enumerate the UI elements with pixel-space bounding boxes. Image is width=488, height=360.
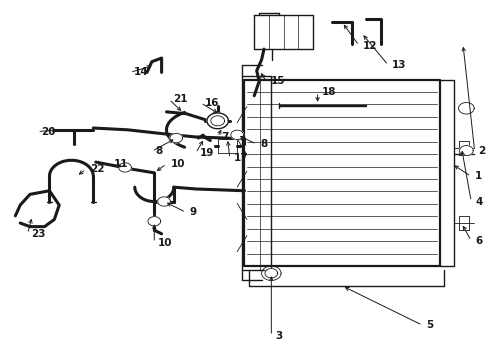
Text: 23: 23	[31, 229, 46, 239]
Text: 10: 10	[170, 159, 184, 169]
Polygon shape	[206, 113, 228, 129]
Text: 21: 21	[172, 94, 187, 104]
Text: 17: 17	[233, 153, 248, 163]
Text: 15: 15	[270, 76, 285, 86]
Text: 2: 2	[478, 146, 485, 156]
Polygon shape	[119, 163, 131, 172]
Polygon shape	[230, 130, 243, 139]
Text: 14: 14	[134, 67, 148, 77]
Text: 20: 20	[41, 127, 56, 136]
Polygon shape	[459, 145, 472, 156]
Text: 11: 11	[114, 159, 128, 169]
Text: 9: 9	[189, 207, 197, 217]
Text: 1: 1	[474, 171, 481, 181]
Polygon shape	[158, 197, 170, 206]
Text: 7: 7	[221, 132, 228, 142]
Text: 16: 16	[204, 98, 219, 108]
Polygon shape	[458, 103, 473, 114]
Text: 3: 3	[275, 331, 282, 341]
Text: 18: 18	[321, 87, 335, 97]
Text: 8: 8	[156, 146, 163, 156]
Text: 6: 6	[474, 236, 481, 246]
Text: 5: 5	[426, 320, 433, 330]
Polygon shape	[169, 134, 182, 143]
Text: 22: 22	[90, 164, 104, 174]
Text: 10: 10	[158, 238, 172, 248]
Text: 4: 4	[474, 197, 482, 207]
Text: 13: 13	[391, 60, 406, 70]
Text: 19: 19	[199, 148, 214, 158]
Polygon shape	[264, 269, 277, 278]
Polygon shape	[148, 217, 160, 226]
Text: 8: 8	[260, 139, 267, 149]
Text: 12: 12	[362, 41, 377, 50]
